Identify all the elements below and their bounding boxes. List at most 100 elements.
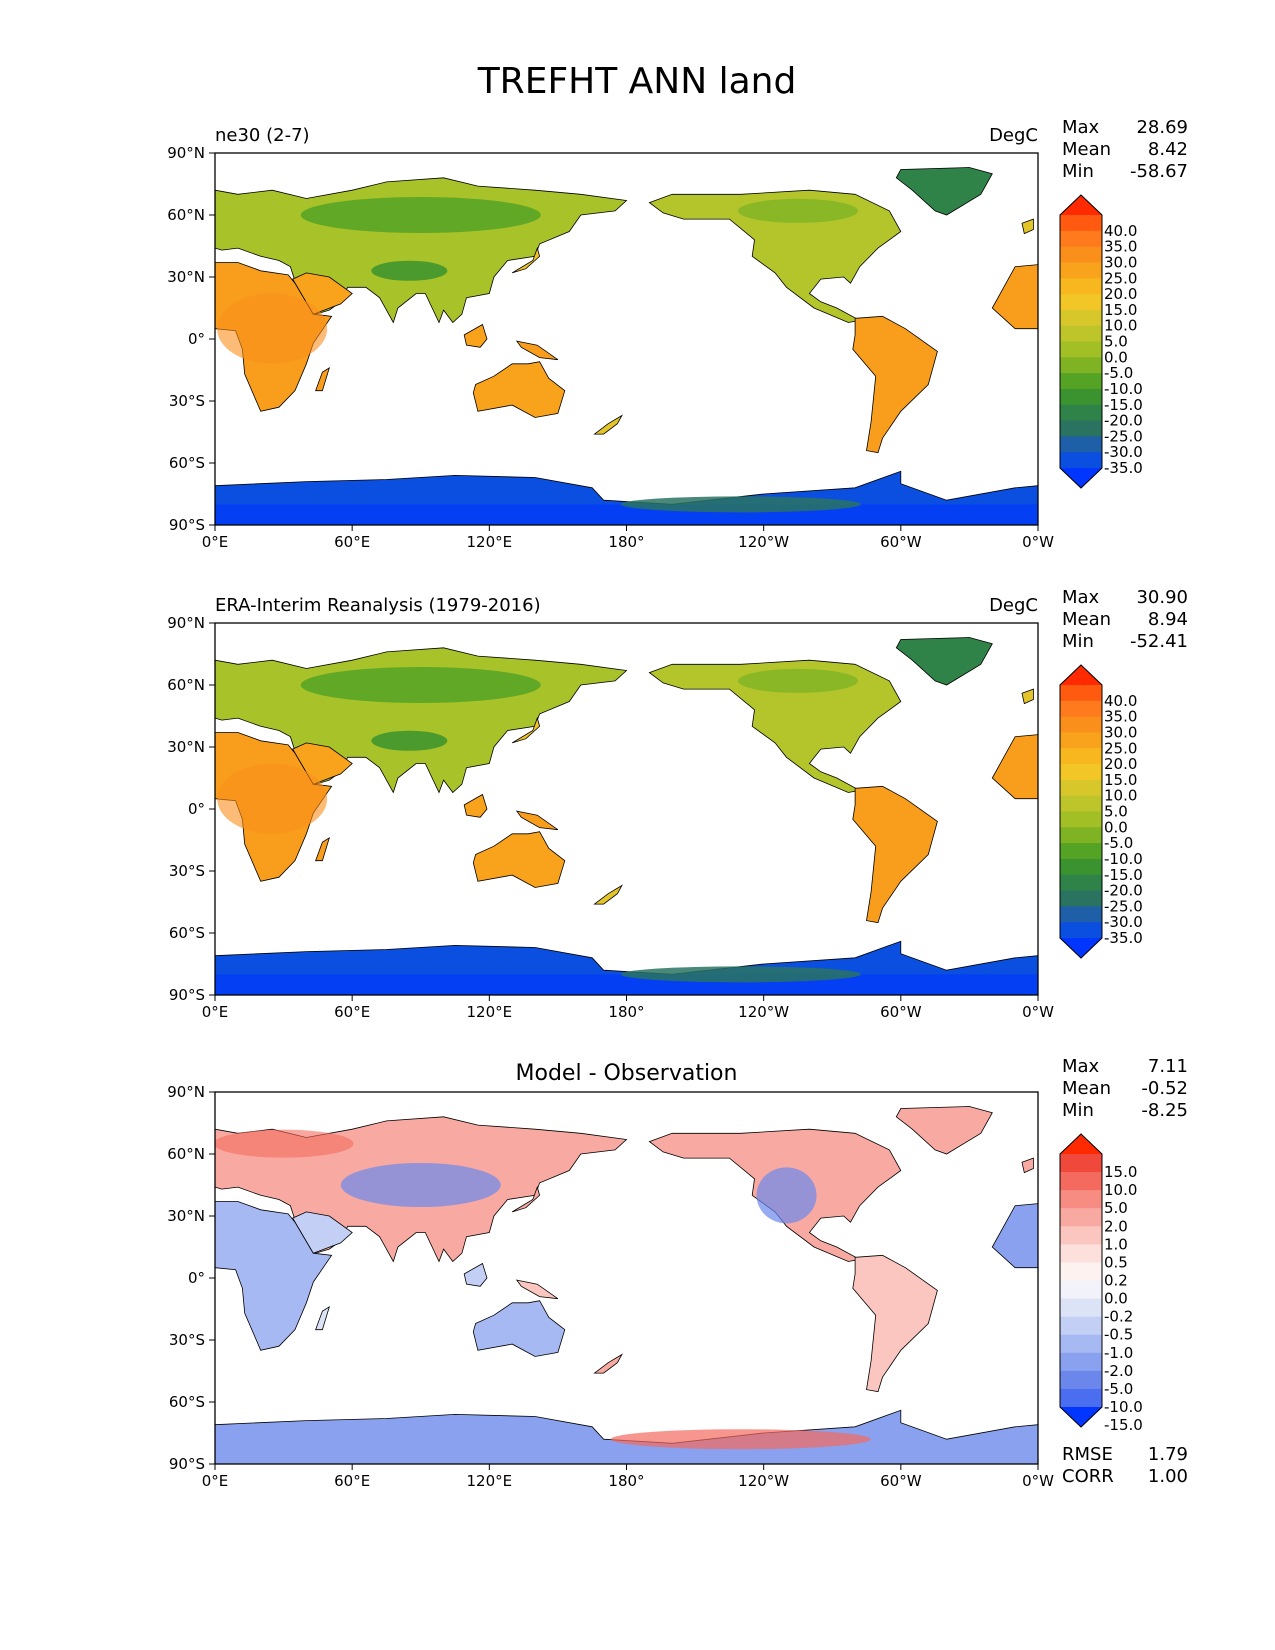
colorbar-segment: [1060, 357, 1102, 374]
stat-value-max: 28.69: [1136, 117, 1188, 138]
landmass-borneo: [463, 1262, 488, 1287]
landmass-australia: [472, 831, 566, 888]
lat-tick-label: 30°S: [169, 862, 205, 880]
landmass-west-africa-edge: [991, 264, 1038, 330]
panel-right-label: DegC: [989, 595, 1038, 616]
colorbar-tick-label: -5.0: [1104, 1380, 1133, 1398]
colorbar-segment: [1060, 262, 1102, 279]
colorbar-tick-label: 0.0: [1104, 818, 1128, 836]
warm-region-africa: [217, 293, 328, 364]
lat-tick-label: 90°S: [169, 1455, 205, 1473]
colorbar-segment: [1060, 874, 1102, 892]
lat-tick-label: 60°S: [169, 924, 205, 942]
colorbar-segment: [1060, 764, 1102, 781]
colorbar-tick-label: -15.0: [1104, 866, 1143, 884]
colorbar-tick-label: 15.0: [1104, 1163, 1137, 1181]
colorbar-tick-label: -20.0: [1104, 882, 1143, 900]
warm-bias-west-antarctica: [610, 1429, 871, 1450]
stat-value-min: -8.25: [1141, 1100, 1188, 1121]
colorbar-tick-label: 35.0: [1104, 708, 1137, 726]
stat-label-mean: Mean: [1062, 609, 1111, 630]
lon-tick-label: 60°W: [880, 1472, 922, 1490]
panel-diff: Model - Observation 90°N 60°N 30°N 0° 30°S 60°…: [167, 1056, 1188, 1490]
lon-tick-label: 120°W: [738, 533, 789, 551]
lon-tick-label: 120°W: [738, 1003, 789, 1021]
lon-tick-label: 120°E: [467, 1472, 513, 1490]
colorbar-segment: [1060, 1280, 1102, 1300]
colorbar-tick-label: -30.0: [1104, 913, 1143, 931]
colorbar-tick-label: 40.0: [1104, 692, 1137, 710]
landmass-antarctica: [215, 1409, 1038, 1464]
colorbar-outline: [1059, 194, 1103, 489]
landmass-north-america: [648, 659, 902, 793]
lat-tick-label: 60°S: [169, 454, 205, 472]
colorbar-tick-label: 30.0: [1104, 253, 1137, 271]
lon-tick-label: 0°E: [202, 1003, 229, 1021]
colorbar-tick-label: 15.0: [1104, 301, 1137, 319]
lat-tick-label: 90°N: [167, 1083, 205, 1101]
colorbar-segment: [1060, 388, 1102, 406]
stat-value-max: 7.11: [1148, 1056, 1188, 1077]
colorbar-extend-max: [1060, 195, 1102, 215]
colorbar-extend-max: [1060, 1134, 1102, 1154]
colorbar-tick-label: 5.0: [1104, 1199, 1128, 1217]
colorbar-segment: [1060, 436, 1102, 453]
colorbar-segment: [1060, 779, 1102, 797]
colorbar-extend-min: [1060, 468, 1102, 488]
lon-tick-label: 60°E: [334, 1003, 370, 1021]
colorbar-segment: [1060, 1172, 1102, 1191]
stat-value-mean: -0.52: [1141, 1078, 1188, 1099]
warm-region-africa: [217, 763, 328, 834]
landmass-madagascar: [315, 1306, 330, 1331]
cold-region-antarctic-interior: [215, 504, 1038, 525]
colorbar-tick-label: -0.2: [1104, 1308, 1133, 1326]
colorbar-tick-label: 5.0: [1104, 333, 1128, 351]
warm-bias-europe: [215, 1129, 354, 1158]
colorbar-tick-label: -10.0: [1104, 850, 1143, 868]
landmass-new-zealand: [593, 1353, 623, 1374]
landmass-british-isles: [1021, 218, 1034, 235]
cold-region-antarctic-interior: [215, 974, 1038, 995]
colorbar-segment: [1060, 843, 1102, 860]
cold-region-siberia: [300, 197, 541, 233]
colorbar-tick-label: 0.5: [1104, 1253, 1128, 1271]
landmass-new-zealand: [593, 884, 623, 905]
stat-value-corr: 1.00: [1148, 1466, 1188, 1487]
colorbar-tick-label: -0.5: [1104, 1326, 1133, 1344]
lon-tick-label: 60°W: [880, 533, 922, 551]
colorbar-segment: [1060, 716, 1102, 733]
colorbar-tick-label: -25.0: [1104, 427, 1143, 445]
cold-region-siberia: [300, 667, 541, 703]
landmass-greenland: [895, 167, 993, 216]
panel-left-label: ne30 (2-7): [215, 125, 310, 146]
landmass-south-america: [852, 785, 938, 924]
landmass-greenland: [895, 1106, 993, 1155]
colorbar: 15.010.05.02.01.00.50.20.0-0.2-0.5-1.0-2…: [1059, 1133, 1143, 1434]
map-field: [215, 637, 1038, 995]
stat-value-min: -58.67: [1130, 161, 1188, 182]
colorbar-tick-label: -5.0: [1104, 834, 1133, 852]
cold-region-tibet: [371, 260, 448, 281]
colorbar-tick-label: 2.0: [1104, 1217, 1128, 1235]
lon-tick-label: 60°E: [334, 533, 370, 551]
landmass-borneo: [463, 793, 488, 818]
colorbar-segment: [1060, 858, 1102, 876]
colorbar-tick-label: 30.0: [1104, 723, 1137, 741]
stat-label-max: Max: [1062, 1056, 1100, 1077]
stat-label-mean: Mean: [1062, 139, 1111, 160]
stat-value-mean: 8.94: [1148, 609, 1188, 630]
colorbar-segment: [1060, 1388, 1102, 1408]
lon-tick-label: 120°W: [738, 1472, 789, 1490]
colorbar-segment: [1060, 341, 1102, 358]
colorbar: 40.035.030.025.020.015.010.05.00.0-5.0-1…: [1059, 664, 1143, 959]
lon-tick-label: 0°W: [1022, 1472, 1054, 1490]
landmass-west-africa-edge: [991, 1203, 1038, 1269]
colorbar-tick-label: -35.0: [1104, 459, 1143, 477]
landmass-madagascar: [315, 367, 330, 392]
colorbar-segment: [1060, 795, 1102, 812]
landmass-arabia: [292, 1211, 353, 1254]
colorbar-segment: [1060, 811, 1102, 828]
landmass-new-zealand: [593, 414, 623, 435]
cool-bias-central-asia: [340, 1163, 501, 1207]
